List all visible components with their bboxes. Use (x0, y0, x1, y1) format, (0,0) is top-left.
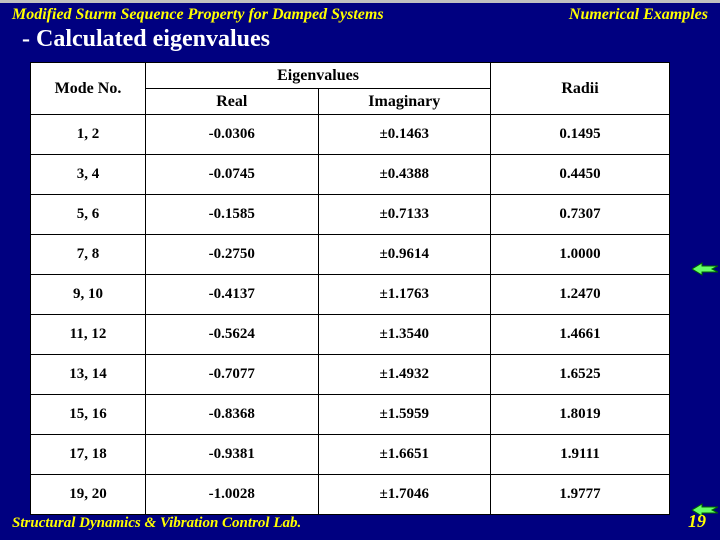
table-cell-real: -0.2750 (146, 235, 319, 275)
table-cell-radii: 1.0000 (491, 235, 670, 275)
table-row: 1, 2-0.0306±0.14630.1495 (31, 115, 670, 155)
eigenvalues-table: Mode No. Eigenvalues Radii Real Imaginar… (30, 62, 670, 515)
table-cell-real: -0.5624 (146, 315, 319, 355)
table-cell-imag: ±0.1463 (318, 115, 491, 155)
table-cell-mode: 17, 18 (31, 435, 146, 475)
header-title-left: Modified Sturm Sequence Property for Dam… (12, 6, 384, 24)
eigenvalues-table-container: Mode No. Eigenvalues Radii Real Imaginar… (30, 62, 670, 515)
header-title-right: Numerical Examples (569, 6, 708, 24)
table-cell-imag: ±0.9614 (318, 235, 491, 275)
table-row: 7, 8-0.2750±0.96141.0000 (31, 235, 670, 275)
table-cell-imag: ±1.7046 (318, 475, 491, 515)
table-cell-imag: ±0.4388 (318, 155, 491, 195)
table-cell-radii: 0.4450 (491, 155, 670, 195)
table-row: 17, 18-0.9381±1.66511.9111 (31, 435, 670, 475)
footer-lab: Structural Dynamics & Vibration Control … (12, 515, 301, 532)
col-radii: Radii (491, 63, 670, 115)
table-cell-mode: 15, 16 (31, 395, 146, 435)
table-cell-real: -0.9381 (146, 435, 319, 475)
table-cell-imag: ±1.5959 (318, 395, 491, 435)
table-row: 11, 12-0.5624±1.35401.4661 (31, 315, 670, 355)
table-cell-radii: 0.1495 (491, 115, 670, 155)
table-cell-mode: 5, 6 (31, 195, 146, 235)
table-cell-imag: ±0.7133 (318, 195, 491, 235)
table-cell-radii: 1.9111 (491, 435, 670, 475)
table-cell-mode: 11, 12 (31, 315, 146, 355)
table-cell-mode: 13, 14 (31, 355, 146, 395)
pointer-arrow-icon (692, 262, 718, 276)
table-cell-real: -0.0306 (146, 115, 319, 155)
table-cell-real: -0.4137 (146, 275, 319, 315)
table-cell-mode: 7, 8 (31, 235, 146, 275)
table-header-row-1: Mode No. Eigenvalues Radii (31, 63, 670, 89)
table-cell-real: -0.7077 (146, 355, 319, 395)
col-eigenvalues: Eigenvalues (146, 63, 491, 89)
table-row: 3, 4-0.0745±0.43880.4450 (31, 155, 670, 195)
table-cell-radii: 1.2470 (491, 275, 670, 315)
table-cell-real: -0.0745 (146, 155, 319, 195)
table-cell-radii: 1.6525 (491, 355, 670, 395)
table-cell-mode: 1, 2 (31, 115, 146, 155)
table-cell-real: -0.8368 (146, 395, 319, 435)
table-cell-imag: ±1.3540 (318, 315, 491, 355)
table-cell-radii: 0.7307 (491, 195, 670, 235)
col-real: Real (146, 89, 319, 115)
table-cell-imag: ±1.4932 (318, 355, 491, 395)
table-row: 5, 6-0.1585±0.71330.7307 (31, 195, 670, 235)
table-cell-imag: ±1.6651 (318, 435, 491, 475)
table-cell-mode: 19, 20 (31, 475, 146, 515)
table-cell-radii: 1.9777 (491, 475, 670, 515)
table-cell-radii: 1.4661 (491, 315, 670, 355)
col-imaginary: Imaginary (318, 89, 491, 115)
table-row: 13, 14-0.7077±1.49321.6525 (31, 355, 670, 395)
table-cell-mode: 9, 10 (31, 275, 146, 315)
page-number: 19 (688, 511, 706, 532)
table-cell-real: -1.0028 (146, 475, 319, 515)
table-cell-imag: ±1.1763 (318, 275, 491, 315)
table-row: 9, 10-0.4137±1.17631.2470 (31, 275, 670, 315)
top-divider (0, 0, 720, 3)
table-row: 19, 20-1.0028±1.70461.9777 (31, 475, 670, 515)
table-row: 15, 16-0.8368±1.59591.8019 (31, 395, 670, 435)
table-cell-radii: 1.8019 (491, 395, 670, 435)
table-cell-mode: 3, 4 (31, 155, 146, 195)
col-mode: Mode No. (31, 63, 146, 115)
subtitle: - Calculated eigenvalues (22, 26, 270, 53)
table-cell-real: -0.1585 (146, 195, 319, 235)
